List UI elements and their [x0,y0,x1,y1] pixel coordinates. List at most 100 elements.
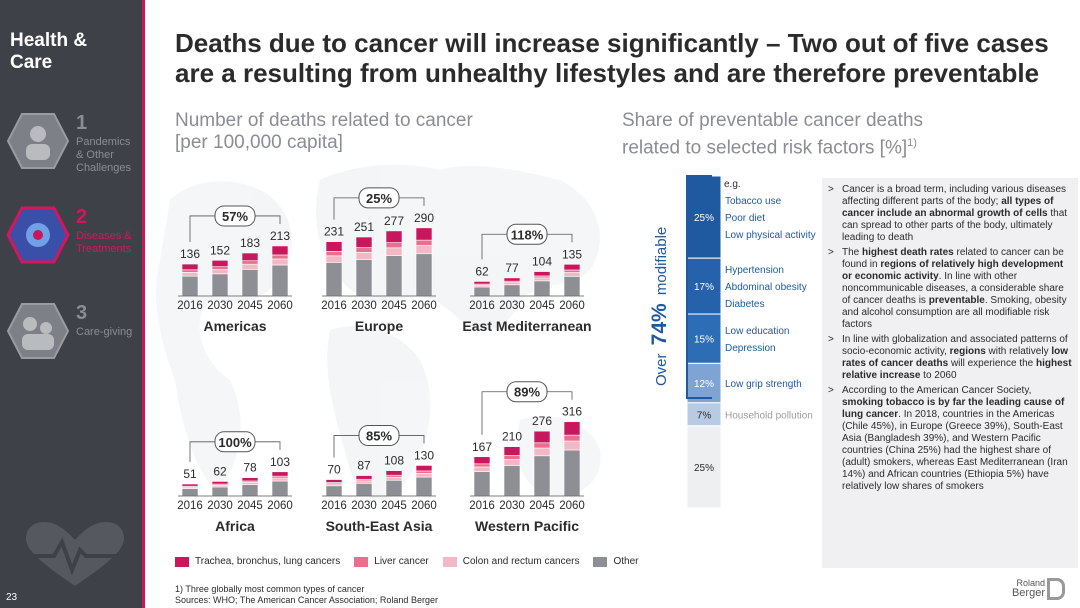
bar-segment [563,421,581,436]
bar-segment [503,446,521,456]
bar-segment [241,269,259,297]
bar-segment [325,485,343,497]
modifiable-bracket [686,175,712,399]
bullet-text: . In line with other noncommunicable dis… [842,271,1064,306]
heart-pulse-icon [26,522,124,586]
year-tick-label: 2016 [177,300,203,312]
sidebar-item-pandemics[interactable]: 1 Pandemics & Other Challenges [0,112,140,192]
bar-segment [503,277,521,282]
bar-segment [563,276,581,297]
bar-segment [211,273,229,297]
region-chart-south-east-asia: 70 2016 87 2030 108 2045 130 2060 85% South-East … [321,424,437,534]
risk-segment [686,362,722,404]
bar-segment [415,465,433,472]
bullet-emphasis: regions [949,346,986,357]
bar-segment [385,242,403,249]
modifiable-value: 74% [648,303,671,345]
bar-segment [533,271,551,277]
legend-label: Trachea, bronchus, lung cancers [195,556,341,567]
pandemics-hexagon-icon [6,113,70,169]
bar-value-label: 251 [354,220,374,234]
bar-segment [563,449,581,497]
bar-segment [415,227,433,241]
bar-segment [355,480,373,484]
bar-segment [385,476,403,481]
bar-value-label: 70 [327,463,341,477]
bar-segment [325,479,343,483]
bar-segment [503,282,521,286]
risk-segment-value: 7% [697,410,712,421]
sidebar-item-caregiving[interactable]: 3 Care-giving [0,302,140,382]
sidebar: Health & Care 1 Pandemics & Other Challe… [0,0,145,608]
year-tick-label: 2045 [381,500,407,512]
bullet-text: related to cancer can be found in [842,247,1064,270]
sidebar-item-diseases[interactable]: 2 Diseases & Treatments [0,206,140,286]
year-tick-label: 2016 [321,300,347,312]
year-tick-label: 2045 [529,300,555,312]
bar-segment [355,252,373,260]
year-tick-label: 2060 [267,300,293,312]
growth-label: 25% [366,191,392,206]
legend-label: Colon and rectum cancers [462,556,580,567]
footnote-sources: Sources: WHO; The American Cancer Associ… [175,595,438,605]
growth-label: 100% [218,435,252,450]
preventable-share-chart: e.g. 25% Tobacco use Poor diet Low physical… [648,175,816,509]
year-tick-label: 2030 [207,500,233,512]
sidebar-title: Health & Care [10,30,88,73]
bar-segment [181,488,199,497]
bar-segment [241,482,259,485]
growth-label: 57% [222,209,248,224]
risk-segment-value: 25% [694,463,714,474]
year-tick-label: 2045 [237,500,263,512]
bar-segment [415,239,433,246]
growth-badge [506,223,548,245]
risk-segment-value: 17% [694,282,714,293]
bar-segment [385,474,403,478]
logo-line2: Berger [1011,587,1045,599]
bar-segment [271,264,289,297]
bar-value-label: 108 [384,454,404,468]
risk-segment-value: 15% [694,335,714,346]
bullet-text: In line with globalization and associate… [842,334,1068,357]
bar-segment [563,263,581,271]
section-number: 2 [76,206,88,228]
bullet-emphasis: highest relative increase [842,358,1072,381]
bar-segment [271,245,289,256]
legend-item-colon: Colon and rectum cancers [442,556,580,567]
bar-value-label: 87 [357,459,371,473]
bar-segment [355,475,373,480]
bar-segment [473,466,491,472]
bar-segment [211,269,229,275]
year-tick-label: 2030 [499,500,525,512]
bar-value-label: 104 [532,255,552,269]
bar-value-label: 210 [502,430,522,444]
bar-segment [415,470,433,474]
legend-item-liver: Liver cancer [354,556,429,567]
year-tick-label: 2060 [559,500,585,512]
year-tick-label: 2060 [267,500,293,512]
bullet-emphasis: smoking tobacco is by far the leading ca… [842,397,1065,420]
legend-label: Other [613,556,639,567]
risk-factor-label: Low education [725,326,790,337]
risk-segment-value: 12% [694,379,714,390]
bar-value-label: 316 [562,405,582,419]
bar-segment [385,470,403,476]
bar-value-label: 135 [562,247,582,261]
growth-badge [358,424,400,446]
risk-factor-label: Low grip strength [725,379,802,390]
modifiable-prefix: Over [653,353,670,386]
bullet-text: According to the American Cancer Society… [842,385,1032,396]
bar-value-label: 276 [532,414,552,428]
growth-badge [506,381,548,403]
bar-segment [181,263,199,271]
caregiving-hexagon-icon [6,303,70,359]
key-insights-panel: Cancer is a broad term, including variou… [822,178,1078,568]
bar-segment [241,263,259,270]
risk-segment [686,425,722,509]
section-label: Pandemics & Other Challenges [76,136,132,174]
diseases-hexagon-icon [6,206,70,264]
bar-segment [181,275,199,297]
bar-segment [385,247,403,256]
bar-value-label: 77 [505,261,519,275]
bar-segment [503,465,521,497]
